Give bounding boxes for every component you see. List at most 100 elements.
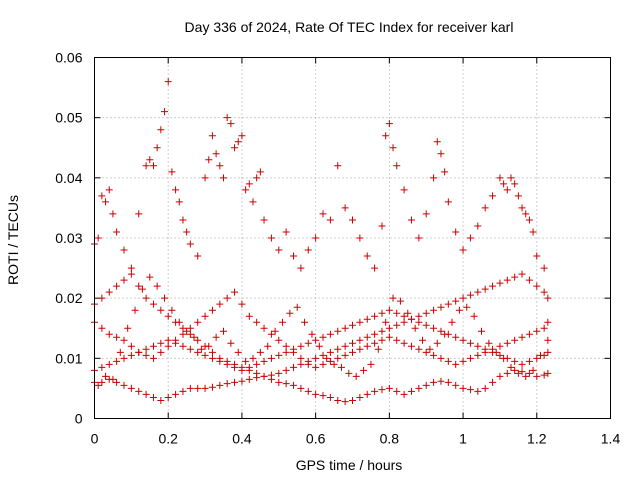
data-point xyxy=(371,330,379,338)
data-point xyxy=(216,300,224,308)
data-point xyxy=(489,192,497,200)
data-point xyxy=(157,339,165,347)
data-point xyxy=(433,138,441,146)
data-point xyxy=(116,348,124,356)
data-point xyxy=(378,222,386,230)
data-point xyxy=(393,321,401,329)
data-point xyxy=(356,393,364,401)
data-point xyxy=(330,360,338,368)
data-point xyxy=(208,383,216,391)
data-point xyxy=(500,354,508,362)
data-point xyxy=(503,276,511,284)
data-point xyxy=(415,234,423,242)
data-point xyxy=(533,354,541,362)
data-point xyxy=(120,354,128,362)
data-point xyxy=(452,297,460,305)
data-point xyxy=(260,357,268,365)
data-point xyxy=(216,357,224,365)
data-point xyxy=(113,228,121,236)
data-point xyxy=(334,396,342,404)
data-point xyxy=(470,312,478,320)
data-point xyxy=(183,228,191,236)
data-point xyxy=(511,336,519,344)
data-point xyxy=(474,288,482,296)
data-point xyxy=(142,162,150,170)
data-point xyxy=(371,339,379,347)
data-point xyxy=(452,333,460,341)
data-point xyxy=(146,156,154,164)
data-point xyxy=(113,333,121,341)
data-point xyxy=(308,330,316,338)
data-point xyxy=(282,380,290,388)
data-point xyxy=(522,210,530,218)
data-point xyxy=(238,300,246,308)
data-point xyxy=(179,324,187,332)
plot-frame xyxy=(94,57,611,419)
data-point xyxy=(481,384,489,392)
data-point xyxy=(511,357,519,365)
data-point xyxy=(168,168,176,176)
data-point xyxy=(459,384,467,392)
data-point xyxy=(474,342,482,350)
data-point xyxy=(407,216,415,224)
x-tick-label: 1.2 xyxy=(527,431,547,447)
data-point xyxy=(267,354,275,362)
data-point xyxy=(260,372,268,380)
data-point xyxy=(113,282,121,290)
data-point xyxy=(378,309,386,317)
data-point xyxy=(153,144,161,152)
data-point xyxy=(312,363,320,371)
data-point xyxy=(393,336,401,344)
data-point xyxy=(544,318,552,326)
data-point xyxy=(216,381,224,389)
data-point xyxy=(393,162,401,170)
data-point xyxy=(466,234,474,242)
data-point xyxy=(297,342,305,350)
data-point xyxy=(135,210,143,218)
data-point xyxy=(430,174,438,182)
data-point xyxy=(242,357,250,365)
data-point xyxy=(525,216,533,224)
data-point xyxy=(304,339,312,347)
data-point xyxy=(275,369,283,377)
data-point xyxy=(172,186,180,194)
data-point xyxy=(157,348,165,356)
data-point xyxy=(356,318,364,326)
data-point xyxy=(102,198,110,206)
data-point xyxy=(216,162,224,170)
data-point xyxy=(319,360,327,368)
data-point xyxy=(157,396,165,404)
data-point xyxy=(407,387,415,395)
data-point xyxy=(404,309,412,317)
data-point xyxy=(234,348,242,356)
data-point xyxy=(164,336,172,344)
data-point xyxy=(360,366,368,374)
data-point xyxy=(186,384,194,392)
data-point xyxy=(267,371,275,379)
data-point xyxy=(503,339,511,347)
data-point xyxy=(127,351,135,359)
data-point xyxy=(120,336,128,344)
data-point xyxy=(489,282,497,290)
data-point xyxy=(345,369,353,377)
data-point xyxy=(135,282,143,290)
data-point xyxy=(131,306,139,314)
data-point xyxy=(231,288,239,296)
data-point xyxy=(315,342,323,350)
x-tick-label: 1.4 xyxy=(601,431,621,447)
x-tick-label: 0 xyxy=(91,431,99,447)
data-point xyxy=(282,342,290,350)
data-point xyxy=(422,381,430,389)
data-point xyxy=(326,393,334,401)
data-point xyxy=(120,381,128,389)
data-point xyxy=(525,276,533,284)
data-point xyxy=(437,327,445,335)
data-point xyxy=(444,198,452,206)
data-point xyxy=(208,306,216,314)
data-point xyxy=(334,162,342,170)
data-point xyxy=(201,174,209,182)
y-tick-label: 0 xyxy=(75,411,83,427)
data-point xyxy=(245,363,253,371)
data-point xyxy=(172,339,180,347)
